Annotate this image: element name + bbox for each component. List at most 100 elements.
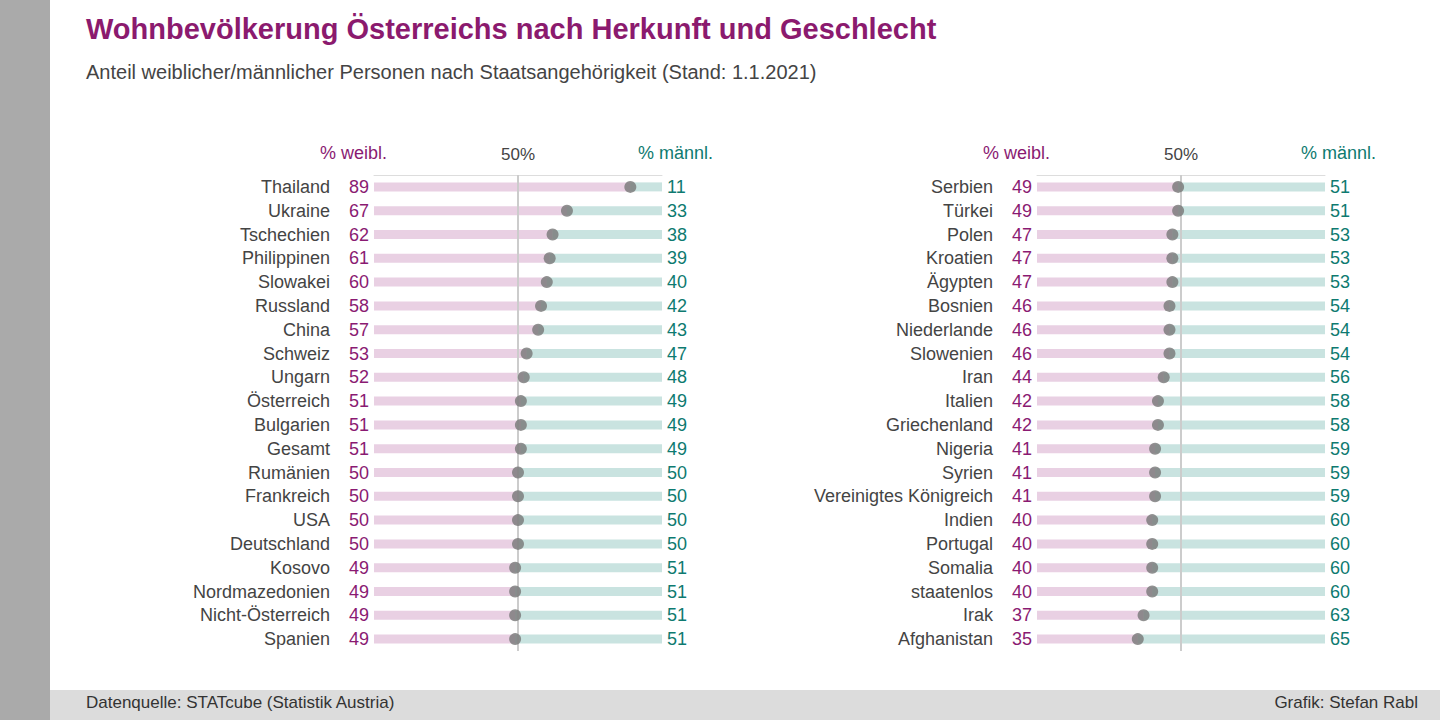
svg-text:67: 67 <box>349 201 369 221</box>
svg-text:39: 39 <box>667 248 687 268</box>
svg-text:Gesamt: Gesamt <box>267 439 330 459</box>
svg-text:42: 42 <box>667 296 687 316</box>
svg-text:Türkei: Türkei <box>943 201 993 221</box>
svg-text:59: 59 <box>1330 463 1350 483</box>
svg-text:49: 49 <box>349 629 369 649</box>
svg-text:50: 50 <box>667 510 687 530</box>
svg-text:Vereinigtes Königreich: Vereinigtes Königreich <box>814 486 993 506</box>
svg-text:37: 37 <box>1012 605 1032 625</box>
svg-text:Somalia: Somalia <box>928 558 994 578</box>
svg-text:50: 50 <box>667 534 687 554</box>
svg-text:51: 51 <box>667 605 687 625</box>
svg-text:40: 40 <box>1012 510 1032 530</box>
svg-text:54: 54 <box>1330 344 1350 364</box>
svg-text:49: 49 <box>349 558 369 578</box>
svg-text:63: 63 <box>1330 605 1350 625</box>
svg-text:41: 41 <box>1012 463 1032 483</box>
svg-text:11: 11 <box>667 177 686 197</box>
svg-text:Tschechien: Tschechien <box>240 225 330 245</box>
svg-text:53: 53 <box>349 344 369 364</box>
svg-text:Österreich: Österreich <box>247 391 330 411</box>
svg-text:62: 62 <box>349 225 369 245</box>
svg-text:40: 40 <box>1012 582 1032 602</box>
svg-text:Iran: Iran <box>962 367 993 387</box>
svg-text:51: 51 <box>667 629 687 649</box>
svg-text:46: 46 <box>1012 320 1032 340</box>
svg-text:% männl.: % männl. <box>638 143 713 163</box>
svg-text:50: 50 <box>349 463 369 483</box>
svg-text:59: 59 <box>1330 439 1350 459</box>
svg-text:50: 50 <box>349 510 369 530</box>
svg-text:57: 57 <box>349 320 369 340</box>
svg-text:48: 48 <box>667 367 687 387</box>
svg-text:Nigeria: Nigeria <box>936 439 994 459</box>
svg-text:58: 58 <box>349 296 369 316</box>
svg-text:49: 49 <box>1012 201 1032 221</box>
svg-text:44: 44 <box>1012 367 1032 387</box>
svg-text:60: 60 <box>1330 558 1350 578</box>
svg-text:Bulgarien: Bulgarien <box>254 415 330 435</box>
svg-text:Frankreich: Frankreich <box>245 486 330 506</box>
svg-text:47: 47 <box>1012 272 1032 292</box>
svg-text:Indien: Indien <box>944 510 993 530</box>
svg-text:Portugal: Portugal <box>926 534 993 554</box>
svg-text:49: 49 <box>667 415 687 435</box>
svg-text:USA: USA <box>293 510 330 530</box>
svg-text:% männl.: % männl. <box>1301 143 1376 163</box>
svg-text:Slowenien: Slowenien <box>910 344 993 364</box>
svg-text:53: 53 <box>1330 225 1350 245</box>
svg-text:Nicht-Österreich: Nicht-Österreich <box>200 605 330 625</box>
svg-text:Bosnien: Bosnien <box>928 296 993 316</box>
svg-text:33: 33 <box>667 201 687 221</box>
svg-text:Datenquelle: STATcube (Statist: Datenquelle: STATcube (Statistik Austria… <box>86 693 394 712</box>
svg-text:Deutschland: Deutschland <box>230 534 330 554</box>
svg-text:52: 52 <box>349 367 369 387</box>
svg-text:Rumänien: Rumänien <box>248 463 330 483</box>
svg-text:Slowakei: Slowakei <box>258 272 330 292</box>
svg-text:50: 50 <box>667 463 687 483</box>
svg-text:% weibl.: % weibl. <box>983 143 1050 163</box>
svg-text:58: 58 <box>1330 415 1350 435</box>
svg-text:Russland: Russland <box>255 296 330 316</box>
svg-text:Schweiz: Schweiz <box>263 344 330 364</box>
svg-text:65: 65 <box>1330 629 1350 649</box>
svg-text:53: 53 <box>1330 272 1350 292</box>
svg-text:Anteil weiblicher/männlicher P: Anteil weiblicher/männlicher Personen na… <box>86 61 816 83</box>
svg-text:47: 47 <box>667 344 687 364</box>
svg-text:35: 35 <box>1012 629 1032 649</box>
svg-text:50: 50 <box>349 486 369 506</box>
svg-text:Philippinen: Philippinen <box>242 248 330 268</box>
svg-text:Griechenland: Griechenland <box>886 415 993 435</box>
svg-text:51: 51 <box>667 558 687 578</box>
svg-text:Thailand: Thailand <box>261 177 330 197</box>
svg-text:49: 49 <box>1012 177 1032 197</box>
svg-text:Syrien: Syrien <box>942 463 993 483</box>
svg-text:42: 42 <box>1012 391 1032 411</box>
svg-text:47: 47 <box>1012 225 1032 245</box>
svg-text:51: 51 <box>349 391 369 411</box>
svg-text:Ukraine: Ukraine <box>268 201 330 221</box>
svg-text:51: 51 <box>667 582 687 602</box>
svg-text:59: 59 <box>1330 486 1350 506</box>
svg-text:56: 56 <box>1330 367 1350 387</box>
svg-text:Italien: Italien <box>945 391 993 411</box>
svg-text:50: 50 <box>667 486 687 506</box>
svg-text:51: 51 <box>349 439 369 459</box>
svg-text:50%: 50% <box>1164 145 1198 164</box>
svg-text:46: 46 <box>1012 296 1032 316</box>
svg-text:60: 60 <box>1330 534 1350 554</box>
svg-text:Polen: Polen <box>947 225 993 245</box>
svg-text:53: 53 <box>1330 248 1350 268</box>
svg-text:Wohnbevölkerung Österreichs na: Wohnbevölkerung Österreichs nach Herkunf… <box>86 13 937 45</box>
svg-text:42: 42 <box>1012 415 1032 435</box>
svg-text:40: 40 <box>1012 534 1032 554</box>
svg-text:60: 60 <box>349 272 369 292</box>
svg-text:40: 40 <box>1012 558 1032 578</box>
svg-text:Nordmazedonien: Nordmazedonien <box>193 582 330 602</box>
svg-text:staatenlos: staatenlos <box>911 582 993 602</box>
svg-text:Ungarn: Ungarn <box>271 367 330 387</box>
svg-text:Afghanistan: Afghanistan <box>898 629 993 649</box>
svg-text:89: 89 <box>349 177 369 197</box>
svg-text:47: 47 <box>1012 248 1032 268</box>
svg-text:60: 60 <box>1330 582 1350 602</box>
